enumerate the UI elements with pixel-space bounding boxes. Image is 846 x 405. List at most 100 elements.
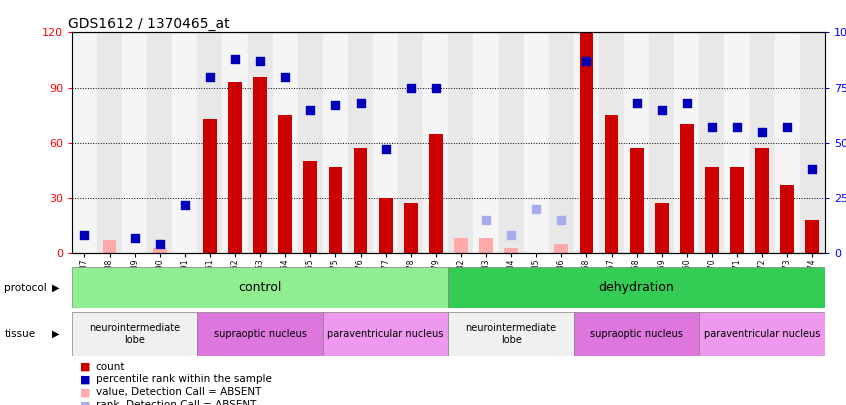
Text: supraoptic nucleus: supraoptic nucleus (214, 329, 306, 339)
Bar (755, 148, 769, 253)
Bar (649, 32, 674, 253)
Text: ■: ■ (80, 362, 91, 371)
Bar (203, 119, 217, 253)
Bar (72, 312, 197, 356)
Text: paraventricular nucleus: paraventricular nucleus (704, 329, 821, 339)
Bar (228, 82, 242, 253)
Bar (122, 32, 147, 253)
Text: ▶: ▶ (52, 329, 60, 339)
Point (580, 58, 593, 64)
Point (429, 84, 442, 91)
Bar (730, 167, 744, 253)
Bar (304, 161, 317, 253)
Text: neurointermediate
lobe: neurointermediate lobe (465, 323, 557, 345)
Point (730, 124, 744, 130)
Point (128, 234, 141, 241)
Bar (323, 32, 348, 253)
Bar (750, 32, 775, 253)
Bar (524, 32, 549, 253)
Bar (705, 167, 719, 253)
Bar (278, 115, 292, 253)
Bar (197, 32, 222, 253)
Bar (173, 32, 197, 253)
Point (555, 217, 569, 223)
Point (780, 124, 794, 130)
Point (379, 146, 393, 153)
Bar (724, 32, 750, 253)
Point (655, 107, 668, 113)
Point (404, 84, 418, 91)
Bar (373, 32, 398, 253)
Text: percentile rank within the sample: percentile rank within the sample (96, 375, 272, 384)
Point (203, 73, 217, 80)
Point (153, 241, 167, 247)
Text: protocol: protocol (4, 283, 47, 292)
Bar (574, 312, 700, 356)
Point (228, 55, 242, 62)
Point (805, 166, 819, 173)
Bar (498, 32, 524, 253)
Bar (323, 312, 448, 356)
Bar (398, 32, 423, 253)
Point (755, 128, 769, 135)
Point (630, 100, 644, 106)
Point (504, 232, 518, 239)
Point (328, 102, 342, 109)
Point (479, 217, 492, 223)
Text: neurointermediate
lobe: neurointermediate lobe (89, 323, 180, 345)
Point (178, 201, 191, 208)
Bar (379, 198, 393, 253)
Bar (348, 32, 373, 253)
Bar (97, 32, 122, 253)
Bar (574, 32, 599, 253)
Text: ■: ■ (80, 401, 91, 405)
Bar (554, 244, 569, 253)
Bar (624, 32, 649, 253)
Text: ■: ■ (80, 375, 91, 384)
Bar (272, 32, 298, 253)
Text: count: count (96, 362, 125, 371)
Text: value, Detection Call = ABSENT: value, Detection Call = ABSENT (96, 388, 261, 397)
Point (304, 107, 317, 113)
Point (354, 100, 367, 106)
Bar (605, 115, 618, 253)
Bar (700, 32, 724, 253)
Bar (222, 32, 248, 253)
Bar (448, 312, 574, 356)
Bar (655, 203, 668, 253)
Bar (674, 32, 700, 253)
Text: GDS1612 / 1370465_at: GDS1612 / 1370465_at (69, 17, 230, 31)
Bar (599, 32, 624, 253)
Bar (404, 203, 418, 253)
Text: paraventricular nucleus: paraventricular nucleus (327, 329, 444, 339)
Bar (454, 239, 468, 253)
Bar (580, 32, 593, 253)
Bar (253, 77, 267, 253)
Bar (153, 247, 167, 253)
Bar (298, 32, 323, 253)
Point (705, 124, 718, 130)
Text: ▶: ▶ (52, 283, 60, 292)
Bar (102, 240, 117, 253)
Bar (147, 32, 173, 253)
Bar (799, 32, 825, 253)
Bar (549, 32, 574, 253)
Bar (780, 185, 794, 253)
Bar (680, 124, 694, 253)
Point (278, 73, 292, 80)
Bar (504, 247, 518, 253)
Bar (700, 312, 825, 356)
Text: tissue: tissue (4, 329, 36, 339)
Bar (423, 32, 448, 253)
Point (530, 206, 543, 212)
Text: rank, Detection Call = ABSENT: rank, Detection Call = ABSENT (96, 401, 256, 405)
Bar (248, 32, 272, 253)
Bar (629, 148, 644, 253)
Bar (448, 32, 474, 253)
Point (78, 232, 91, 239)
Bar (805, 220, 819, 253)
Bar (354, 148, 367, 253)
Bar (429, 134, 442, 253)
Bar (448, 267, 825, 308)
Point (254, 58, 267, 64)
